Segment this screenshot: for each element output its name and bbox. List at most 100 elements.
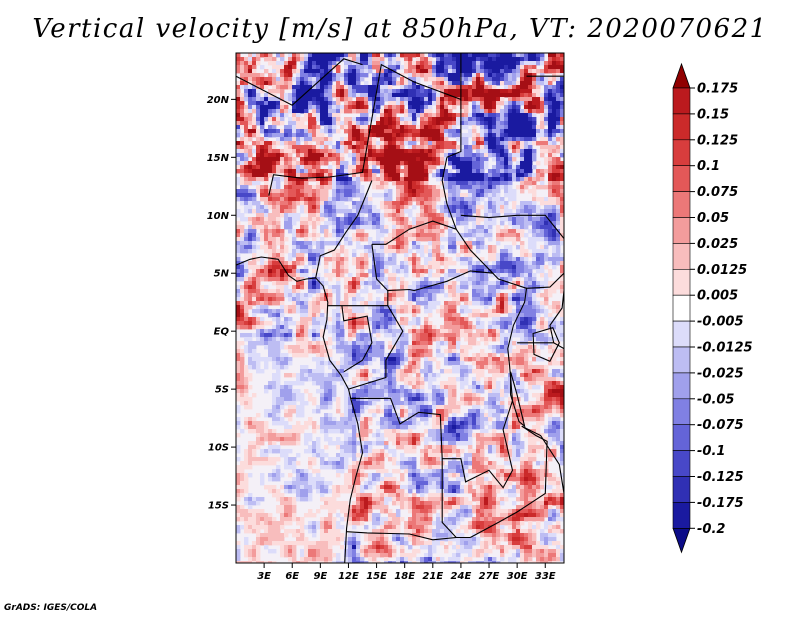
field-cell [472, 133, 477, 138]
field-cell [272, 293, 277, 298]
field-cell [276, 237, 281, 242]
field-cell [304, 173, 309, 178]
field-cell [484, 205, 489, 210]
field-cell [308, 333, 313, 338]
field-cell [448, 273, 453, 278]
field-cell [384, 237, 389, 242]
field-cell [460, 297, 465, 302]
field-cell [268, 89, 273, 94]
field-cell [244, 237, 249, 242]
field-cell [276, 213, 281, 218]
field-cell [548, 193, 553, 198]
field-cell [404, 137, 409, 142]
field-cell [504, 105, 509, 110]
field-cell [288, 153, 293, 158]
field-cell [288, 185, 293, 190]
field-cell [236, 269, 241, 274]
field-cell [400, 189, 405, 194]
field-cell [464, 57, 469, 62]
field-cell [468, 249, 473, 254]
field-cell [424, 185, 429, 190]
field-cell [244, 181, 249, 186]
field-cell [340, 197, 345, 202]
field-cell [420, 53, 425, 58]
field-cell [448, 77, 453, 82]
field-cell [484, 281, 489, 286]
field-cell [540, 117, 545, 122]
field-cell [336, 221, 341, 226]
field-cell [388, 73, 393, 78]
field-cell [348, 209, 353, 214]
field-cell [424, 117, 429, 122]
field-cell [420, 269, 425, 274]
field-cell [260, 177, 265, 182]
field-cell [308, 321, 313, 326]
field-cell [524, 273, 529, 278]
field-cell [240, 117, 245, 122]
field-cell [288, 321, 293, 326]
field-cell [532, 217, 537, 222]
field-cell [256, 177, 261, 182]
field-cell [484, 301, 489, 306]
field-cell [324, 305, 329, 310]
field-cell [520, 333, 525, 338]
field-cell [324, 325, 329, 330]
field-cell [320, 245, 325, 250]
field-cell [252, 261, 257, 266]
field-cell [376, 261, 381, 266]
field-cell [528, 145, 533, 150]
field-cell [344, 197, 349, 202]
field-cell [344, 193, 349, 198]
field-cell [420, 233, 425, 238]
field-cell [328, 137, 333, 142]
field-cell [536, 177, 541, 182]
field-cell [488, 293, 493, 298]
field-cell [560, 189, 564, 194]
field-cell [460, 285, 465, 290]
field-cell [360, 333, 365, 338]
field-cell [316, 109, 321, 114]
field-cell [372, 193, 377, 198]
field-cell [540, 145, 545, 150]
field-cell [364, 73, 369, 78]
field-cell [248, 65, 253, 70]
field-cell [544, 149, 549, 154]
field-cell [380, 157, 385, 162]
field-cell [560, 225, 564, 230]
field-cell [340, 333, 345, 338]
field-cell [452, 173, 457, 178]
field-cell [344, 69, 349, 74]
field-cell [288, 297, 293, 302]
field-cell [488, 73, 493, 78]
field-cell [320, 137, 325, 142]
field-cell [548, 105, 553, 110]
field-cell [240, 185, 245, 190]
field-cell [248, 289, 253, 294]
field-cell [492, 105, 497, 110]
field-cell [460, 105, 465, 110]
field-cell [480, 245, 485, 250]
field-cell [416, 225, 421, 230]
field-cell [236, 209, 241, 214]
field-cell [508, 129, 513, 134]
field-cell [412, 305, 417, 310]
field-cell [416, 197, 421, 202]
field-cell [544, 333, 549, 338]
field-cell [332, 117, 337, 122]
field-cell [248, 333, 253, 338]
field-cell [424, 197, 429, 202]
field-cell [320, 97, 325, 102]
field-cell [528, 269, 533, 274]
field-cell [388, 233, 393, 238]
field-cell [280, 285, 285, 290]
field-cell [396, 201, 401, 206]
field-cell [328, 209, 333, 214]
field-cell [464, 97, 469, 102]
field-cell [532, 297, 537, 302]
field-cell [376, 297, 381, 302]
field-cell [496, 161, 501, 166]
field-cell [536, 313, 541, 318]
field-cell [452, 53, 457, 58]
field-cell [508, 229, 513, 234]
field-cell [292, 149, 297, 154]
